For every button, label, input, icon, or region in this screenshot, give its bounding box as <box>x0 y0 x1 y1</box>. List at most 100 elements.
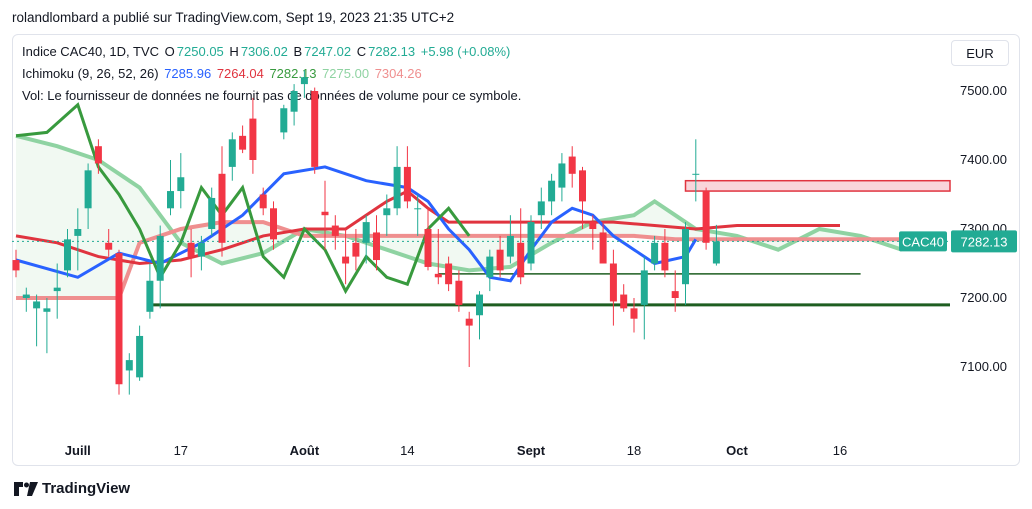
candle <box>270 201 277 250</box>
legend-ohlc: Indice CAC40, 1D, TVC O 7250.05 H 7306.02 … <box>22 44 512 59</box>
close-label: C <box>356 44 367 59</box>
candle <box>115 249 123 395</box>
candle-body <box>218 173 226 243</box>
candle-body <box>383 208 391 216</box>
candle <box>43 298 51 354</box>
low-label: B <box>293 44 303 59</box>
candle <box>671 270 679 312</box>
tradingview-brand[interactable]: TradingView <box>14 480 130 497</box>
candle-body <box>712 241 720 264</box>
candle-body <box>445 263 453 285</box>
candle <box>486 249 494 292</box>
candle-body <box>115 253 123 385</box>
candle <box>290 84 298 126</box>
candle-body <box>548 180 556 202</box>
candle <box>579 166 586 229</box>
candle-body <box>136 335 144 378</box>
candle <box>506 215 514 264</box>
candle-body <box>239 135 247 150</box>
candle-body <box>208 197 216 229</box>
y-tick-label: 7500.00 <box>960 83 1007 98</box>
candle <box>640 256 648 340</box>
candle <box>12 249 20 278</box>
candle <box>589 215 597 250</box>
candle-body <box>661 242 669 271</box>
last-price-badge: CAC40 7282.13 <box>899 230 1017 253</box>
x-tick-label: Août <box>290 443 320 458</box>
open-label: O <box>164 44 175 59</box>
high-value: 7306.02 <box>240 44 288 59</box>
candle <box>651 235 659 271</box>
ichimoku-tenkan-value: 7285.96 <box>164 66 212 81</box>
candle-body <box>702 191 710 243</box>
candle <box>84 163 92 229</box>
symbol-label: Indice CAC40, 1D, TVC <box>22 44 160 59</box>
candle-body <box>393 166 401 209</box>
candle <box>53 263 61 319</box>
candle-body <box>671 291 679 298</box>
candle <box>167 160 174 216</box>
candle <box>712 224 720 266</box>
candle-body <box>342 256 350 264</box>
candle-body <box>579 170 586 202</box>
candle-body <box>177 177 185 192</box>
ichimoku-span-b-value: 7304.26 <box>374 66 422 81</box>
chikou-line <box>15 102 471 295</box>
candle-body <box>352 242 360 257</box>
candle-body <box>362 222 370 243</box>
candle <box>527 215 535 271</box>
candle-body <box>187 242 195 257</box>
price-badge-label: 7282.13 <box>961 234 1008 249</box>
candle <box>280 104 288 140</box>
symbol-badge-label: CAC40 <box>902 234 944 249</box>
candle <box>414 194 422 236</box>
candle-body <box>434 273 442 278</box>
candle <box>208 187 216 236</box>
candle <box>692 139 700 202</box>
candle <box>74 208 82 271</box>
high-label: H <box>229 44 239 59</box>
candle <box>136 325 144 381</box>
ichimoku-kijun-value: 7264.04 <box>216 66 264 81</box>
ichimoku-label: Ichimoku (9, 26, 52, 26) <box>22 66 159 81</box>
candle-body <box>414 208 422 210</box>
candle <box>105 229 113 257</box>
candle-body <box>94 146 102 164</box>
candle-body <box>527 222 535 264</box>
candle-body <box>455 280 463 305</box>
x-tick-label: 16 <box>833 443 847 458</box>
candle <box>331 215 339 250</box>
candle <box>94 139 102 174</box>
candle-body <box>249 118 257 160</box>
candle-body <box>280 108 288 133</box>
candle <box>228 132 236 181</box>
candle <box>568 146 576 188</box>
price-badge-bg <box>951 230 1017 253</box>
x-tick-label: 17 <box>174 443 188 458</box>
candle <box>445 256 453 292</box>
candle <box>424 208 432 271</box>
candle <box>125 353 133 395</box>
candle <box>352 229 360 271</box>
candle <box>630 298 638 333</box>
candle-body <box>321 211 329 216</box>
candle <box>362 215 370 264</box>
candle-body <box>33 301 41 309</box>
change-value: +5.98 (+0.08%) <box>420 44 511 59</box>
low-value: 7247.02 <box>304 44 352 59</box>
candle <box>661 229 669 278</box>
candle-body <box>167 191 174 209</box>
candle-body <box>640 270 648 305</box>
close-value: 7282.13 <box>368 44 416 59</box>
candle <box>177 153 185 209</box>
candle-body <box>43 308 51 312</box>
candle-body <box>465 318 473 326</box>
candle <box>300 70 308 98</box>
candle-body <box>270 208 277 240</box>
x-tick-label: Juill <box>65 443 91 458</box>
candle <box>259 187 267 216</box>
candle-body <box>424 229 432 267</box>
candle-body <box>22 294 30 298</box>
currency-button[interactable]: EUR <box>951 40 1009 66</box>
